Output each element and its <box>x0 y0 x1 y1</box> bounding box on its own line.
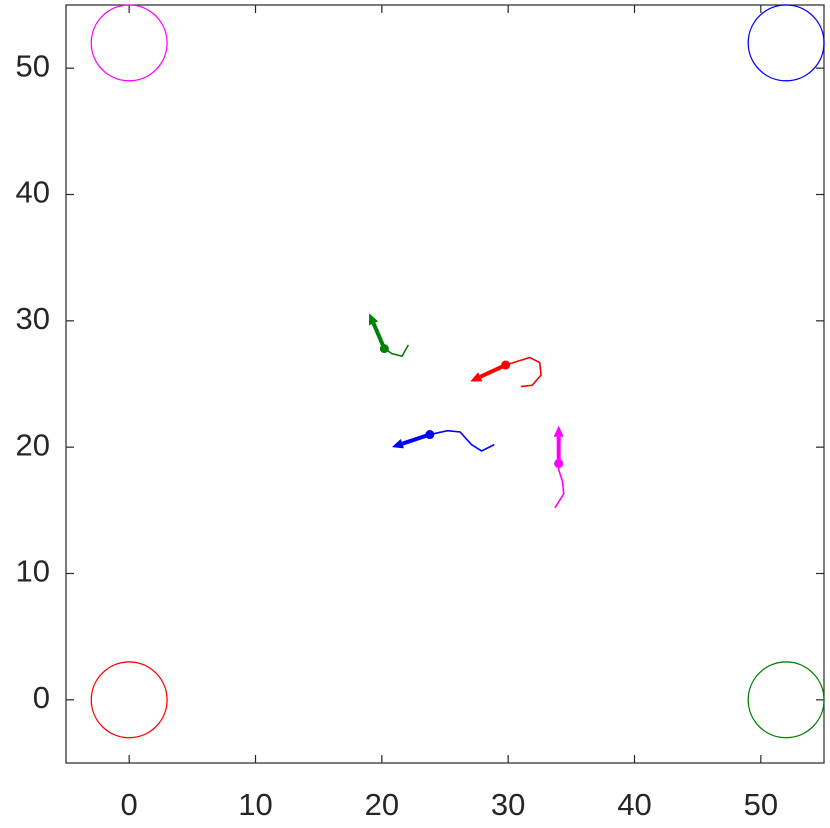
heading-arrow <box>371 322 387 350</box>
plot-area <box>65 4 825 764</box>
trail <box>383 344 410 358</box>
position-dot <box>554 459 564 469</box>
x-tick-label: 10 <box>238 787 272 822</box>
y-tick-label: 50 <box>16 48 50 83</box>
y-tick-label: 0 <box>33 680 50 715</box>
y-tick-label: 40 <box>16 175 50 210</box>
y-tick-label: 20 <box>16 427 50 462</box>
position-dot <box>501 360 511 370</box>
goal-circle <box>90 661 168 739</box>
x-tick-label: 40 <box>617 787 651 822</box>
heading-arrow <box>479 363 507 379</box>
y-tick-label: 30 <box>16 301 50 336</box>
goal-circle <box>90 4 168 82</box>
trail <box>429 429 495 452</box>
position-dot <box>379 344 389 354</box>
goal-circle <box>747 4 825 82</box>
x-tick-label: 50 <box>744 787 778 822</box>
trail <box>505 356 542 388</box>
goal-circle <box>747 661 825 739</box>
arrow-head <box>391 438 404 449</box>
y-tick-label: 10 <box>16 554 50 589</box>
arrow-head <box>470 372 483 382</box>
x-tick-label: 0 <box>121 787 138 822</box>
position-dot <box>425 430 435 440</box>
x-tick-label: 30 <box>491 787 525 822</box>
heading-arrow <box>401 432 431 446</box>
arrow-head <box>368 313 379 326</box>
x-tick-label: 20 <box>365 787 399 822</box>
arrow-head <box>553 425 564 437</box>
